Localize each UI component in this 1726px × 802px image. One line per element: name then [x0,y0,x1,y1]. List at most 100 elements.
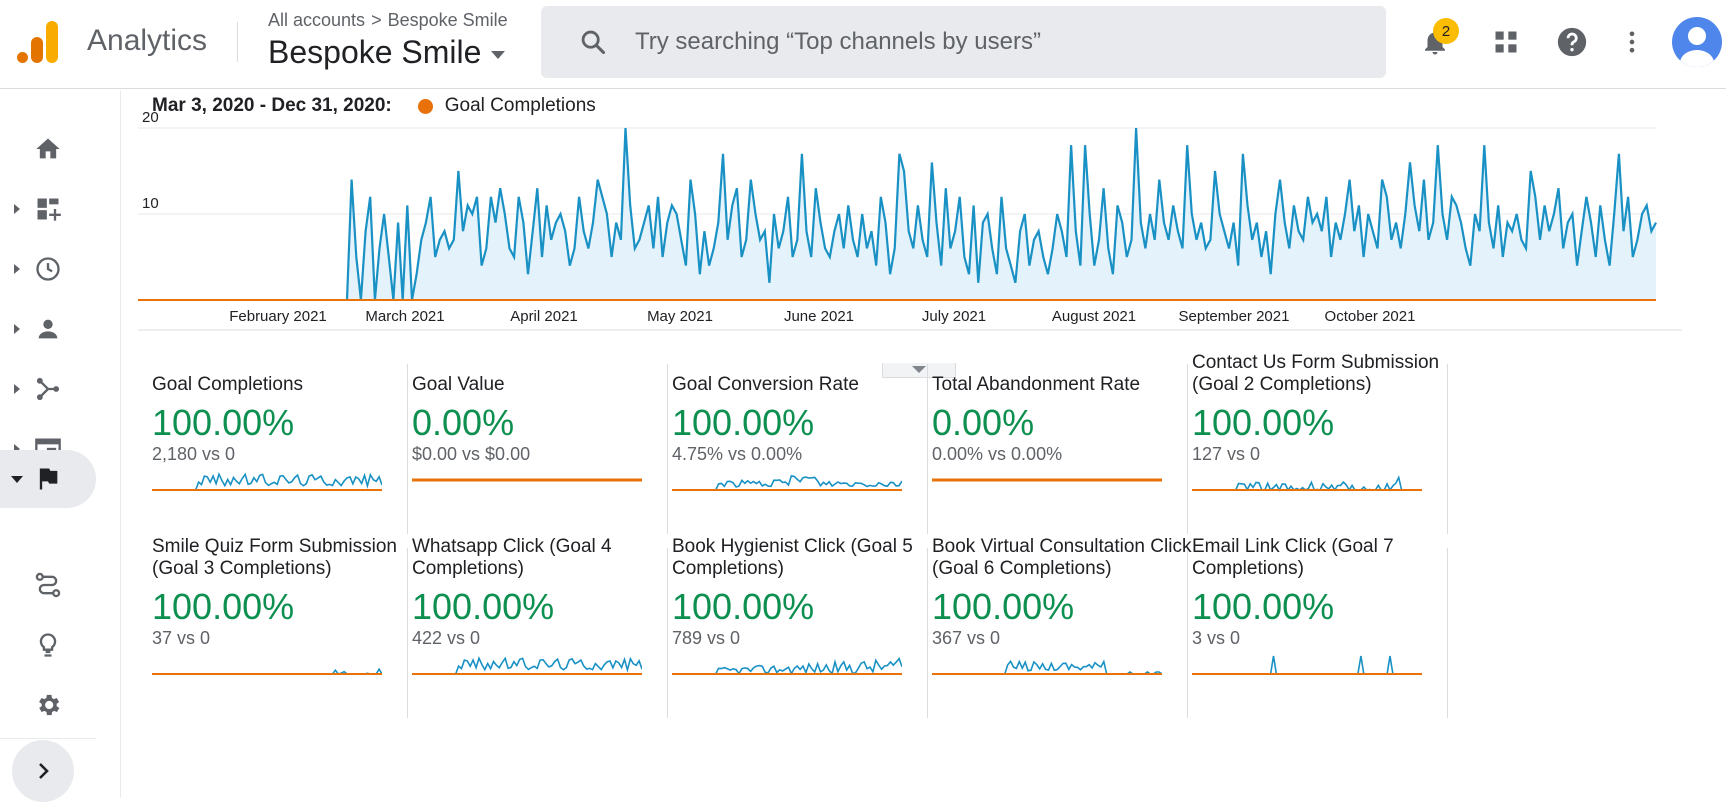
sidebar [0,90,121,798]
acquisition-icon [34,375,62,403]
chart-header: Mar 3, 2020 - Dec 31, 2020: Goal Complet… [152,95,596,117]
more-vert-icon [1618,28,1646,56]
sparkline [152,652,382,676]
breadcrumb-account[interactable]: All accounts [268,10,365,31]
more-button[interactable] [1612,22,1652,62]
sidebar-item-admin[interactable] [0,676,96,734]
metric-name: Contact Us Form Submission (Goal 2 Compl… [1192,352,1462,396]
metric-tile[interactable]: Smile Quiz Form Submission (Goal 3 Compl… [122,548,408,718]
metric-comparison: 37 vs 0 [152,628,210,649]
sparkline [152,468,382,492]
realtime-icon [34,255,62,283]
metric-percent-change: 100.00% [412,586,554,628]
metric-percent-change: 100.00% [1192,402,1334,444]
sidebar-item-audience[interactable] [0,300,96,358]
x-tick-label: May 2021 [647,308,713,325]
caret-down-icon [491,51,505,59]
analytics-logo[interactable] [17,21,59,63]
notification-badge: 2 [1433,18,1459,44]
metric-tile[interactable]: Goal Completions 100.00% 2,180 vs 0 [122,364,408,534]
metric-tile[interactable]: Email Link Click (Goal 7 Completions) 100… [1162,548,1448,718]
metric-percent-change: 0.00% [932,402,1034,444]
metric-percent-change: 0.00% [412,402,514,444]
report-main: 20 10 February 2021 March 2021 April 2021 May… [122,90,1726,798]
sidebar-item-attribution[interactable] [0,556,96,614]
metric-comparison: 3 vs 0 [1192,628,1240,649]
metric-comparison: 789 vs 0 [672,628,740,649]
x-tick-label: June 2021 [784,308,854,325]
date-range-label: Mar 3, 2020 - Dec 31, 2020: [152,95,392,117]
metric-comparison: 367 vs 0 [932,628,1000,649]
divider [237,22,238,62]
metric-percent-change: 100.00% [672,402,814,444]
legend-dot-icon [418,99,433,114]
search-input[interactable] [635,28,1335,56]
sparkline-series [932,661,1162,674]
top-app-bar: Analytics All accounts > Bespoke Smile B… [0,0,1726,89]
legend-label: Goal Completions [445,95,596,117]
home-icon [34,135,62,163]
sidebar-divider [0,738,96,739]
help-icon [1555,25,1589,59]
metric-comparison: 422 vs 0 [412,628,480,649]
x-tick-label: February 2021 [229,308,327,325]
x-tick-label: September 2021 [1179,308,1290,325]
search-bar[interactable] [541,6,1386,78]
apps-grid-icon [1492,28,1520,56]
search-icon [579,28,607,56]
metric-tile[interactable]: Total Abandonment Rate 0.00% 0.00% vs 0.00… [902,364,1188,534]
metric-tile[interactable]: Goal Value 0.00% $0.00 vs $0.00 [382,364,668,534]
metric-name: Email Link Click (Goal 7 Completions) [1192,536,1462,580]
y-tick-label: 10 [142,195,159,212]
metric-tile[interactable]: Goal Conversion Rate 100.00% 4.75% vs 0.00… [642,364,928,534]
sparkline [932,652,1162,676]
chart-legend[interactable]: Goal Completions [418,95,596,117]
expand-arrow-icon [14,204,20,214]
notifications-button[interactable]: 2 [1415,22,1455,62]
metric-percent-change: 100.00% [152,402,294,444]
breadcrumb-property[interactable]: Bespoke Smile [388,10,508,31]
x-tick-label: April 2021 [510,308,578,325]
sparkline [672,468,902,492]
sparkline [672,652,902,676]
metric-tile[interactable]: Book Hygienist Click (Goal 5 Completions… [642,548,928,718]
sparkline [1192,652,1422,676]
property-name: Bespoke Smile [268,34,481,71]
expand-sidebar-button[interactable] [12,740,74,802]
help-button[interactable] [1552,22,1592,62]
breadcrumb-separator: > [371,10,382,31]
expand-arrow-icon [14,384,20,394]
sidebar-item-realtime[interactable] [0,240,96,298]
sidebar-item-home[interactable] [0,120,96,178]
apps-button[interactable] [1486,22,1526,62]
metric-percent-change: 100.00% [932,586,1074,628]
sidebar-item-customization[interactable] [0,180,96,238]
expand-arrow-icon [14,264,20,274]
x-tick-label: October 2021 [1325,308,1416,325]
sparkline [412,652,642,676]
metric-comparison: 2,180 vs 0 [152,444,235,465]
sidebar-item-discover[interactable] [0,616,96,674]
breadcrumb[interactable]: All accounts > Bespoke Smile [268,10,508,31]
sparkline-series [1192,478,1422,491]
lightbulb-icon [34,631,62,659]
x-tick-label: August 2021 [1052,308,1136,325]
metric-tile[interactable]: Contact Us Form Submission (Goal 2 Compl… [1162,364,1448,534]
metric-tile[interactable]: Whatsapp Click (Goal 4 Completions) 100.0… [382,548,668,718]
sparkline-series [672,659,902,674]
sidebar-item-conversions[interactable] [0,450,96,508]
sidebar-item-acquisition[interactable] [0,360,96,418]
metric-tile[interactable]: Book Virtual Consultation Click (Goal 6 … [902,548,1188,718]
sparkline-series [672,476,902,490]
expand-arrow-icon [14,324,20,334]
account-avatar[interactable] [1672,17,1722,67]
metric-percent-change: 100.00% [1192,586,1334,628]
sparkline-series [152,474,382,490]
metric-percent-change: 100.00% [152,586,294,628]
sparkline-series [1192,656,1422,674]
property-selector[interactable]: Bespoke Smile [268,34,505,71]
customization-icon [34,195,62,223]
x-tick-label: July 2021 [922,308,986,325]
metric-comparison: 127 vs 0 [1192,444,1260,465]
sparkline-series [412,658,642,674]
